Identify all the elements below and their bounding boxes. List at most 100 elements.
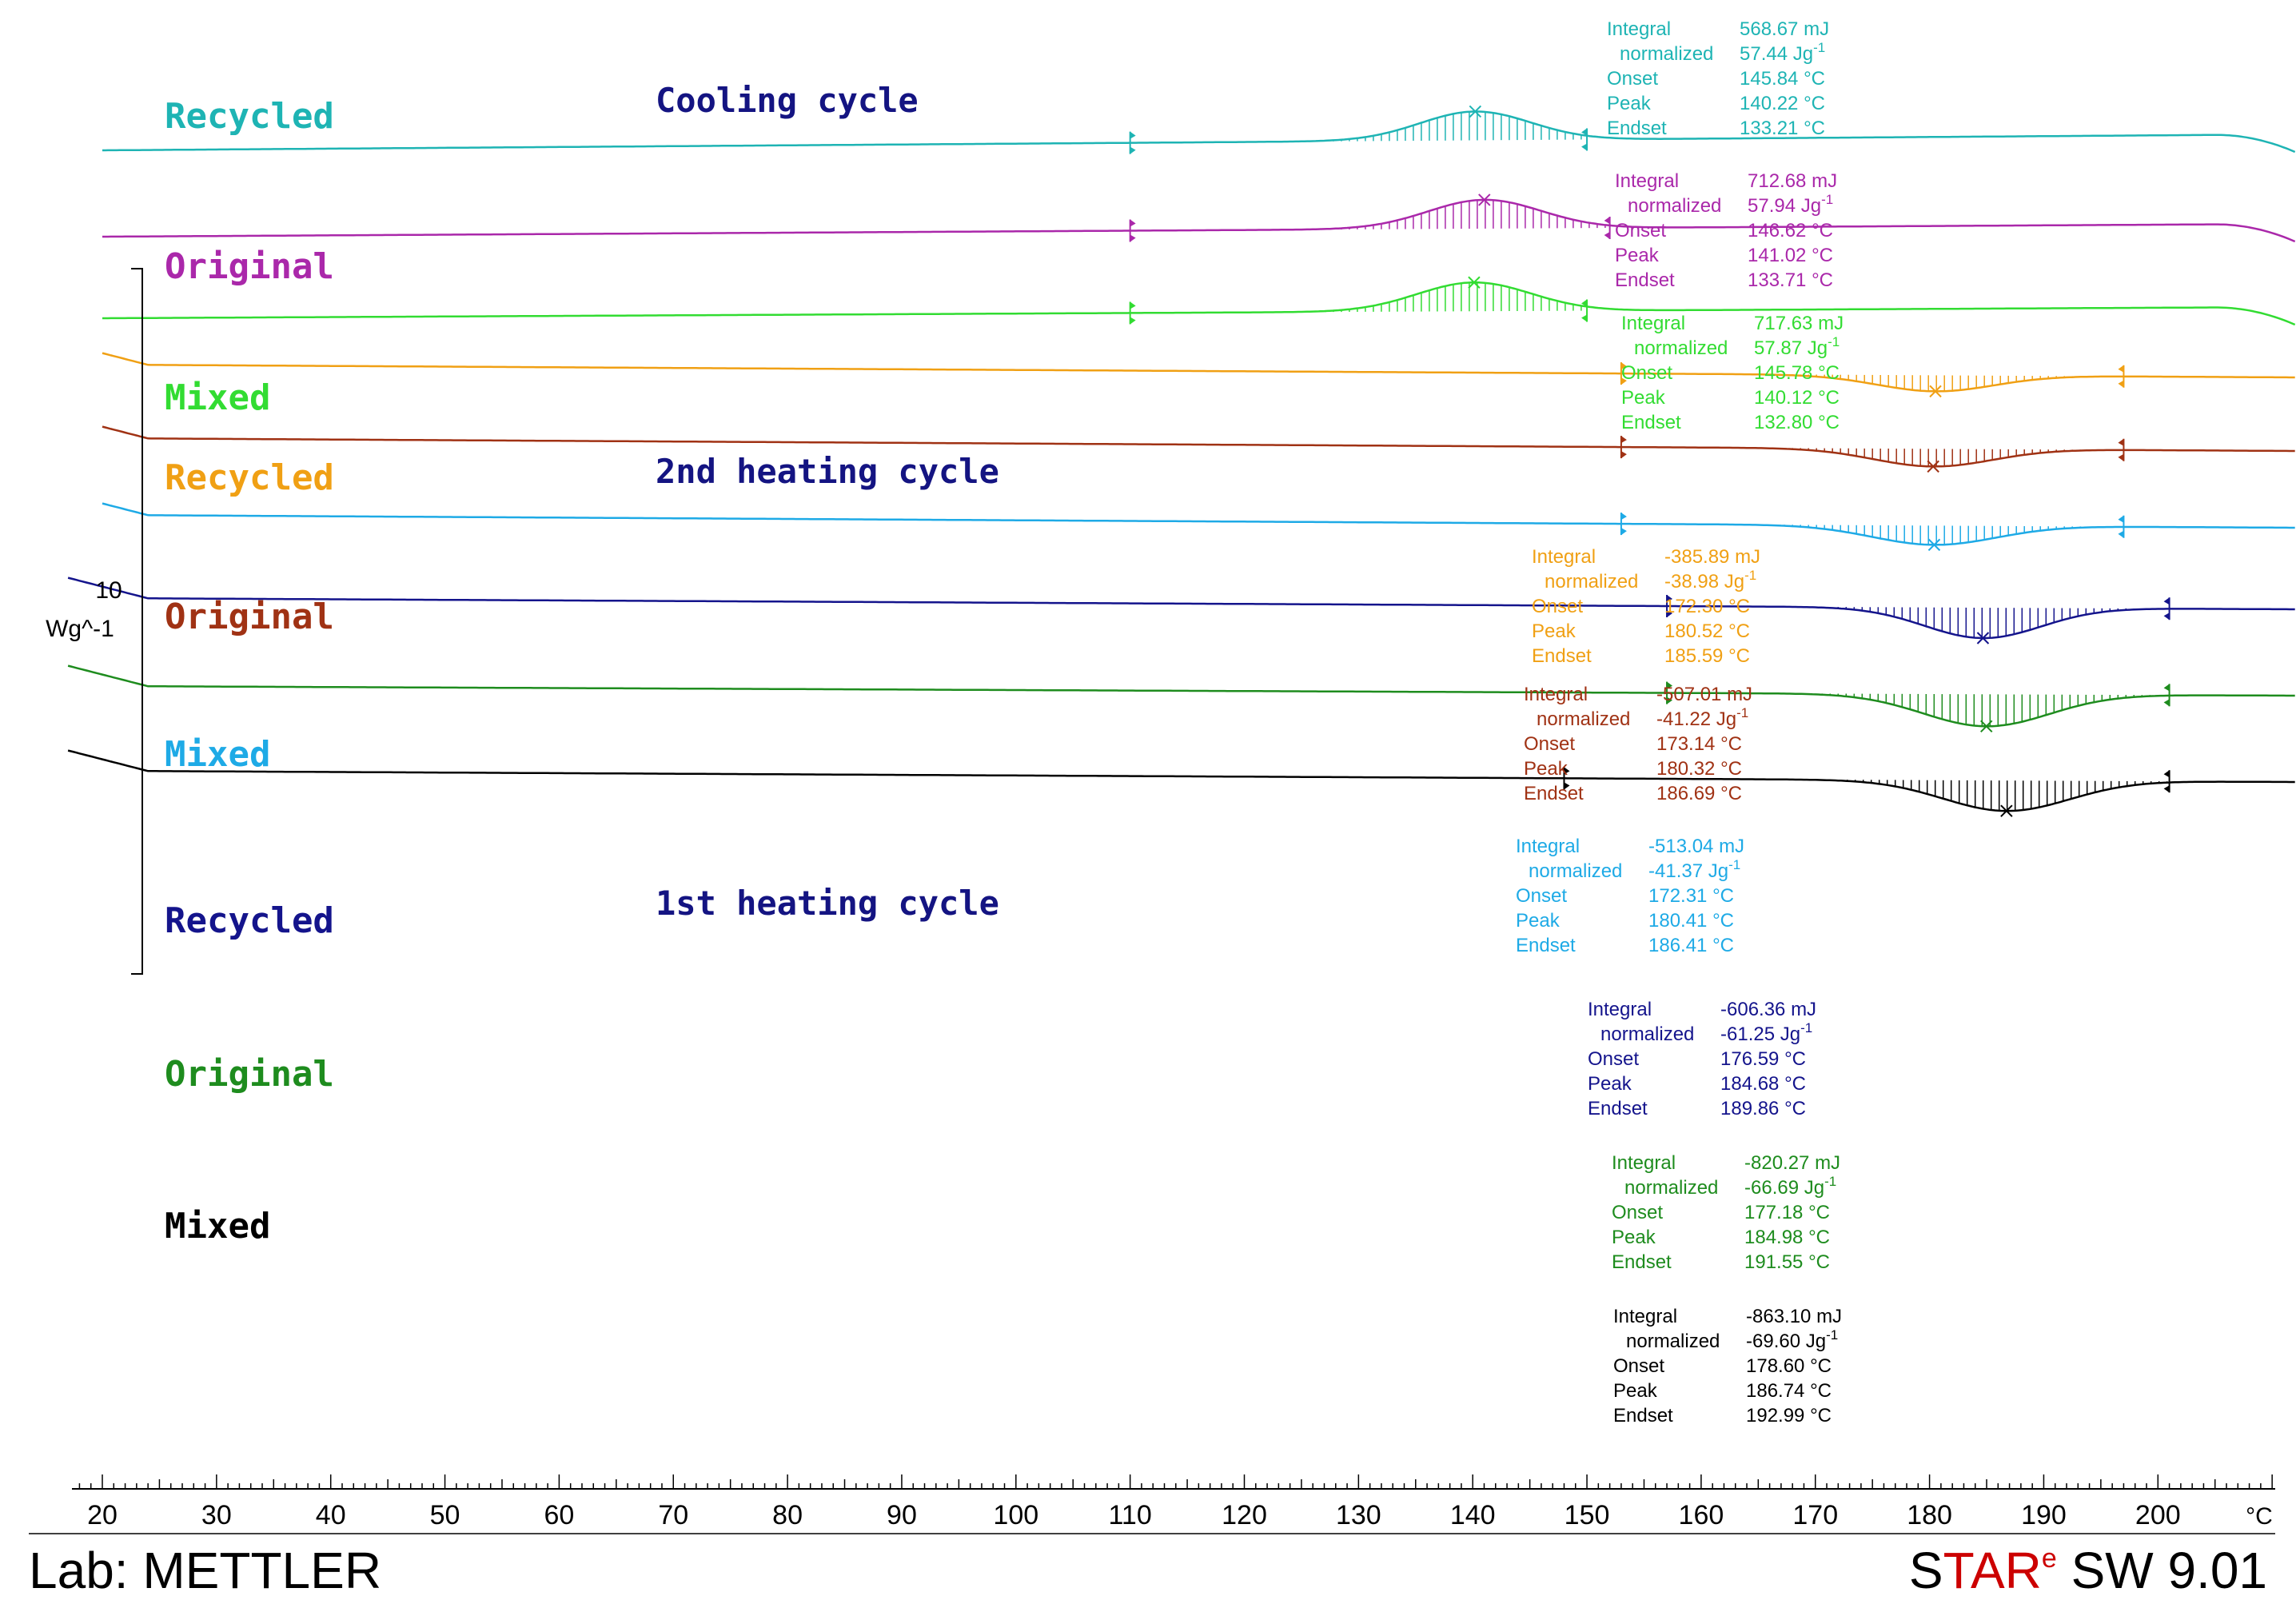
section-label-heating2: 2nd heating cycle <box>656 452 999 491</box>
result-label: Integral <box>1588 999 1652 1020</box>
result-superscript: -1 <box>1821 192 1833 207</box>
peak-area-hatching <box>1829 607 2135 638</box>
series-label: Original <box>165 597 334 637</box>
series-label: Mixed <box>165 377 270 418</box>
result-label: Peak <box>1615 245 1660 266</box>
x-axis: 20 30 40 50 60 70 80 90 100 110 120 130 140 150 160 170… <box>29 1474 2275 1534</box>
result-label: normalized <box>1537 708 1630 730</box>
scale-bar-unit: Wg^-1 <box>46 616 114 642</box>
result-label: Peak <box>1613 1380 1658 1402</box>
peak-marker <box>1469 105 1482 118</box>
x-tick-label: 120 <box>1222 1500 1267 1530</box>
result-label: Onset <box>1607 68 1658 90</box>
results-annotation: Integral -863.10 mJ normalized -69.60 Jg-1 O… <box>1613 1306 1842 1426</box>
series-line <box>102 425 2295 468</box>
result-value: -61.25 Jg-1 <box>1720 1020 1812 1045</box>
x-tick-label: 50 <box>430 1500 460 1530</box>
results-annotation: Integral 568.67 mJ normalized 57.44 Jg-1 Ons… <box>1607 18 1829 139</box>
x-tick-label: 140 <box>1450 1500 1496 1530</box>
software-prefix-2: TAR <box>1943 1542 2042 1599</box>
result-label: Peak <box>1621 387 1666 409</box>
result-value: 184.98 °C <box>1744 1227 1830 1248</box>
results-annotation: Integral -513.04 mJ normalized -41.37 Jg-1 O… <box>1516 836 1744 956</box>
result-label: Endset <box>1615 269 1675 291</box>
results-annotation: Integral -507.01 mJ normalized -41.22 Jg-1 O… <box>1524 684 1752 804</box>
result-label: normalized <box>1624 1177 1718 1199</box>
peak-marker <box>1468 276 1481 289</box>
result-value: 712.68 mJ <box>1748 170 1837 192</box>
x-tick-label: 90 <box>887 1500 917 1530</box>
result-label: Integral <box>1532 546 1596 568</box>
result-label: Peak <box>1532 620 1577 642</box>
result-value: 132.80 °C <box>1754 412 1840 433</box>
integration-limit-arrow <box>1667 594 1673 617</box>
series-label: Mixed <box>165 734 270 775</box>
result-value: 180.52 °C <box>1664 620 1750 642</box>
peak-area-hatching <box>1784 525 2089 545</box>
result-superscript: -1 <box>1828 334 1840 349</box>
y-scale-bar: 10 Wg^-1 <box>46 268 143 975</box>
software-label: STARe SW 9.01 <box>1909 1542 2267 1599</box>
peak-marker <box>2000 804 2013 817</box>
result-value: -385.89 mJ <box>1664 546 1760 568</box>
result-value: -863.10 mJ <box>1746 1306 1842 1327</box>
result-value: 57.44 Jg-1 <box>1740 40 1825 65</box>
result-label: normalized <box>1529 860 1622 882</box>
integration-limit-arrow <box>2163 770 2170 793</box>
result-value: 180.32 °C <box>1656 758 1742 780</box>
result-value: 717.63 mJ <box>1754 313 1844 334</box>
series-line <box>102 281 2296 326</box>
scale-bar-line <box>131 268 143 975</box>
series-label: Recycled <box>165 96 334 137</box>
lab-label: Lab: METTLER <box>29 1542 381 1599</box>
integration-limit-arrow <box>2118 365 2124 388</box>
software-superscript: e <box>2042 1543 2057 1574</box>
result-value: 140.22 °C <box>1740 93 1825 114</box>
peak-area-hatching <box>1838 780 2168 812</box>
software-version: SW 9.01 <box>2057 1542 2267 1599</box>
result-value: 145.84 °C <box>1740 68 1825 90</box>
peak-area-hatching <box>1821 693 2151 727</box>
peak-area-hatching <box>1800 374 2073 392</box>
x-tick-label: 20 <box>87 1500 118 1530</box>
result-label: Onset <box>1588 1048 1639 1070</box>
result-superscript: -1 <box>1736 705 1748 720</box>
result-label: Integral <box>1516 836 1580 857</box>
result-label: normalized <box>1634 337 1728 359</box>
result-label: normalized <box>1600 1023 1694 1045</box>
curves-layer <box>67 105 2296 817</box>
series-heating2-original <box>102 425 2295 473</box>
integration-limit-arrow <box>2163 684 2170 707</box>
labels-layer: Cooling cycle 2nd heating cycle 1st heatin… <box>165 18 1844 1426</box>
series-heating1-original <box>67 664 2295 733</box>
integration-limit-arrow <box>2118 438 2124 461</box>
peak-area-hatching <box>1333 111 1582 142</box>
series-cooling-mixed <box>102 276 2296 326</box>
series-line <box>102 502 2295 546</box>
result-label: Endset <box>1613 1405 1673 1426</box>
result-label: Peak <box>1524 758 1569 780</box>
result-value: 186.74 °C <box>1746 1380 1832 1402</box>
results-annotation: Integral -820.27 mJ normalized -66.69 Jg-1 O… <box>1612 1152 1840 1273</box>
result-value: 133.21 °C <box>1740 118 1825 139</box>
result-label: Onset <box>1613 1355 1664 1377</box>
x-tick-label: 70 <box>658 1500 688 1530</box>
x-tick-label: 110 <box>1109 1500 1152 1530</box>
x-unit-label: °C <box>2246 1503 2273 1530</box>
x-tick-label: 160 <box>1679 1500 1724 1530</box>
section-label-heating1: 1st heating cycle <box>656 884 999 923</box>
result-superscript: -1 <box>1728 857 1740 872</box>
section-label-cooling: Cooling cycle <box>656 81 919 120</box>
x-tick-label: 30 <box>201 1500 232 1530</box>
result-value: 184.68 °C <box>1720 1073 1806 1095</box>
result-value: 133.71 °C <box>1748 269 1833 291</box>
peak-marker <box>1927 538 1941 552</box>
result-value: 189.86 °C <box>1720 1098 1806 1119</box>
result-value: 568.67 mJ <box>1740 18 1829 40</box>
result-value: -513.04 mJ <box>1648 836 1744 857</box>
result-value: 57.94 Jg-1 <box>1748 192 1833 217</box>
result-label: Integral <box>1612 1152 1676 1174</box>
result-label: Integral <box>1524 684 1588 705</box>
integration-limit-arrow <box>1620 362 1627 385</box>
footer: Lab: METTLER STARe SW 9.01 <box>29 1542 2267 1599</box>
